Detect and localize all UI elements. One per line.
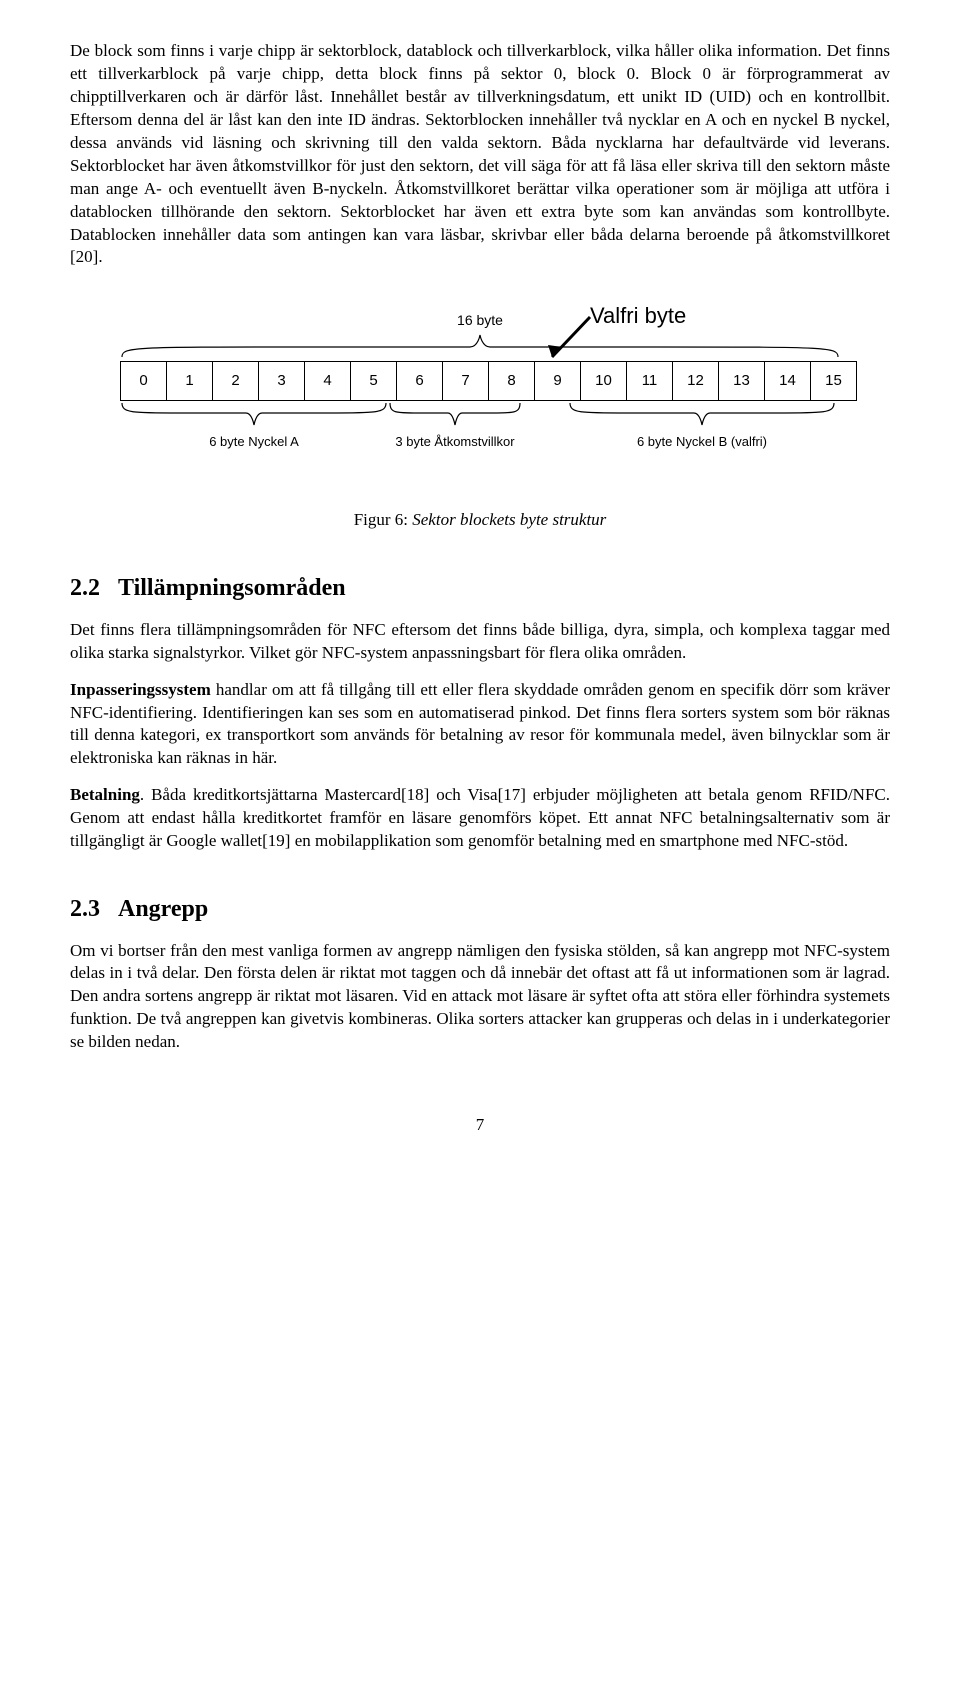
arrow-icon: [540, 311, 600, 363]
byte-cell: 2: [212, 361, 259, 401]
runin-inpassering: Inpasseringssystem: [70, 680, 211, 699]
byte-cell: 11: [626, 361, 673, 401]
byte-cells-row: 0 1 2 3 4 5 6 7 8 9 10 11 12 13 14 15: [120, 361, 857, 401]
section-number: 2.2: [70, 575, 100, 601]
paragraph-2-3: Om vi bortser från den mest vanliga form…: [70, 940, 890, 1055]
byte-cell: 5: [350, 361, 397, 401]
byte-cell: 15: [810, 361, 857, 401]
section-number: 2.3: [70, 896, 100, 922]
byte-cell: 3: [258, 361, 305, 401]
bottom-label-b: 6 byte Nyckel B (valfri): [568, 433, 836, 451]
paragraph-inpassering: Inpasseringssystem handlar om att få til…: [70, 679, 890, 771]
byte-cell: 9: [534, 361, 581, 401]
byte-cell: 7: [442, 361, 489, 401]
paragraph-betalning-body: . Båda kreditkortsjättarna Mastercard[18…: [70, 785, 890, 850]
paragraph-intro: De block som finns i varje chipp är sekt…: [70, 40, 890, 269]
top-brace-icon: [120, 333, 840, 359]
paragraph-betalning: Betalning. Båda kreditkortsjättarna Mast…: [70, 784, 890, 853]
bottom-label-access: 3 byte Åtkomstvillkor: [388, 433, 522, 451]
figure-caption-text: Sektor blockets byte struktur: [412, 510, 606, 529]
top-brace-label: 16 byte: [120, 311, 840, 330]
bottom-brace-a-icon: [120, 401, 388, 429]
byte-cell: 10: [580, 361, 627, 401]
page-number: 7: [70, 1114, 890, 1137]
bottom-label-a: 6 byte Nyckel A: [120, 433, 388, 451]
runin-betalning: Betalning: [70, 785, 140, 804]
section-title: Tillämpningsområden: [118, 575, 346, 601]
section-2-2-heading: 2.2 Tillämpningsområden: [70, 572, 890, 604]
byte-cell: 12: [672, 361, 719, 401]
bottom-brace-b-icon: [568, 401, 836, 429]
section-2-3-heading: 2.3 Angrepp: [70, 893, 890, 925]
byte-cell: 0: [120, 361, 167, 401]
byte-cell: 8: [488, 361, 535, 401]
figure-caption-prefix: Figur 6:: [354, 510, 413, 529]
bottom-brace-access-icon: [388, 401, 522, 429]
byte-cell: 13: [718, 361, 765, 401]
figure-6: 16 byte Valfri byte 0 1 2 3 4 5 6 7 8 9 …: [70, 299, 890, 532]
valfri-byte-label: Valfri byte: [590, 301, 686, 331]
byte-cell: 6: [396, 361, 443, 401]
byte-cell: 14: [764, 361, 811, 401]
paragraph-2-2-intro: Det finns flera tillämpningsområden för …: [70, 619, 890, 665]
byte-cell: 4: [304, 361, 351, 401]
figure-caption: Figur 6: Sektor blockets byte struktur: [70, 509, 890, 532]
section-title: Angrepp: [118, 896, 208, 922]
sector-block-diagram: 16 byte Valfri byte 0 1 2 3 4 5 6 7 8 9 …: [120, 299, 840, 479]
byte-cell: 1: [166, 361, 213, 401]
